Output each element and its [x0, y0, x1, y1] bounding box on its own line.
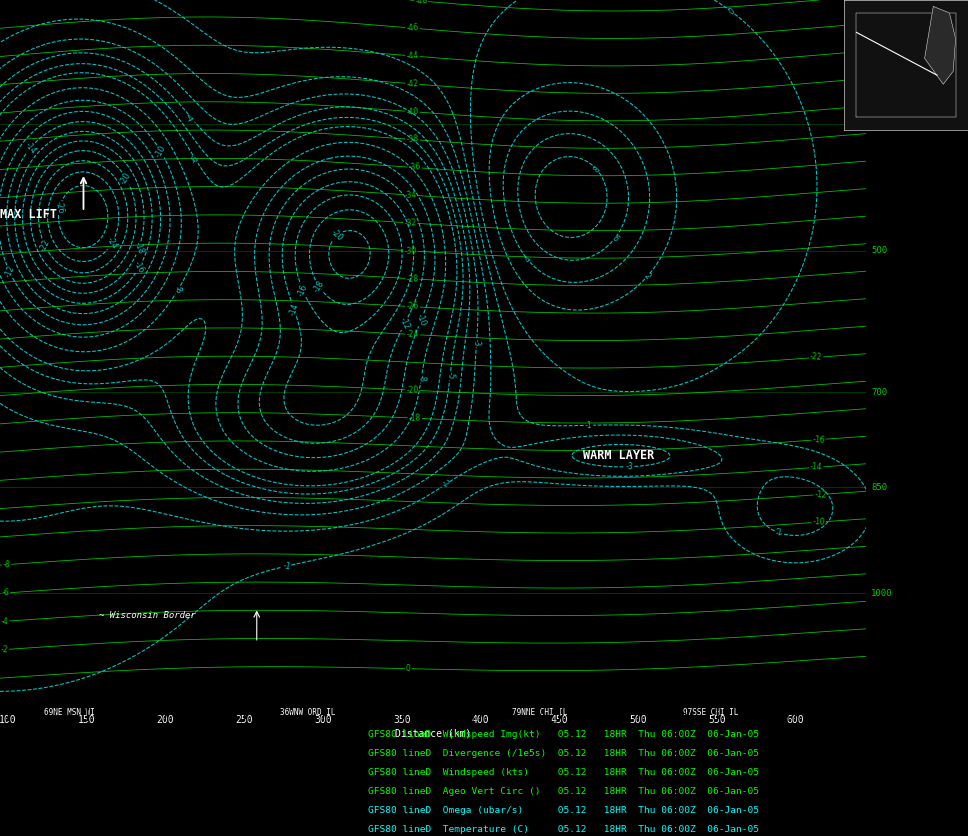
Text: -42: -42 [406, 79, 419, 89]
Text: -34: -34 [404, 190, 417, 200]
Text: -2: -2 [440, 478, 451, 490]
Text: -28: -28 [406, 274, 419, 283]
Text: 500: 500 [871, 247, 888, 255]
Text: -2: -2 [774, 528, 784, 538]
Text: -10: -10 [414, 313, 428, 327]
Text: GFS80 lineD  Temperature (C)     05.12   18HR  Thu 06:00Z  06-Jan-05: GFS80 lineD Temperature (C) 05.12 18HR T… [368, 824, 759, 833]
Text: -12: -12 [398, 316, 411, 331]
Text: 79NNE CHI IL: 79NNE CHI IL [512, 708, 567, 717]
Polygon shape [924, 7, 955, 84]
Text: -2: -2 [0, 645, 9, 655]
Text: -38: -38 [406, 135, 419, 145]
Text: -40: -40 [406, 107, 419, 117]
Text: 2: 2 [643, 272, 652, 281]
Text: -36: -36 [408, 163, 421, 172]
Text: -4: -4 [186, 112, 197, 124]
Text: 36WNW ORD IL: 36WNW ORD IL [280, 708, 335, 717]
Text: -20: -20 [119, 171, 133, 186]
Text: 97SSE CHI IL: 97SSE CHI IL [682, 708, 739, 717]
Text: -6: -6 [190, 154, 201, 165]
Text: -30: -30 [404, 246, 417, 256]
Text: -18: -18 [312, 279, 326, 294]
Text: -32: -32 [404, 218, 417, 228]
Text: 0: 0 [727, 7, 737, 17]
Text: -26: -26 [53, 201, 65, 215]
Text: -22: -22 [39, 238, 51, 253]
Text: -18: -18 [408, 413, 421, 423]
X-axis label: Distance (km): Distance (km) [395, 728, 471, 738]
Text: -3: -3 [625, 462, 634, 472]
Text: 69NE MSN WI: 69NE MSN WI [44, 708, 95, 717]
Text: -3: -3 [471, 339, 481, 347]
Text: -24: -24 [407, 329, 419, 339]
Text: -8: -8 [3, 560, 11, 569]
Text: -12: -12 [3, 264, 16, 279]
Text: -10: -10 [812, 517, 825, 527]
Text: -1: -1 [282, 561, 291, 571]
Text: -18: -18 [133, 241, 145, 255]
Text: -14: -14 [810, 462, 823, 472]
Text: WARM LAYER: WARM LAYER [583, 449, 654, 462]
Text: ~ Wisconsin Border: ~ Wisconsin Border [100, 611, 196, 620]
Text: -24: -24 [105, 236, 119, 251]
Text: -5: -5 [445, 371, 455, 380]
Text: 0: 0 [406, 664, 410, 673]
Text: -8: -8 [416, 374, 426, 382]
Text: -46: -46 [406, 23, 419, 33]
Text: 4: 4 [523, 255, 533, 265]
Text: 400: 400 [871, 119, 888, 128]
Text: -22: -22 [810, 353, 823, 362]
Text: -16: -16 [296, 283, 310, 298]
Text: -14: -14 [287, 302, 300, 317]
Text: 8: 8 [592, 166, 602, 175]
Text: -44: -44 [406, 51, 419, 61]
Text: -26: -26 [407, 302, 419, 312]
Text: -4: -4 [0, 617, 9, 626]
Text: 1000: 1000 [871, 589, 892, 598]
Text: GFS80 lineD  Windspeed Img(kt)   05.12   18HR  Thu 06:00Z  06-Jan-05: GFS80 lineD Windspeed Img(kt) 05.12 18HR… [368, 730, 759, 739]
Text: -48: -48 [414, 0, 428, 6]
Text: -6: -6 [1, 589, 10, 598]
Text: GFS80 lineD  Divergence (/1e5s)  05.12   18HR  Thu 06:00Z  06-Jan-05: GFS80 lineD Divergence (/1e5s) 05.12 18H… [368, 749, 759, 758]
Text: 6: 6 [610, 234, 620, 243]
Text: -1: -1 [585, 421, 592, 430]
Text: GFS80 lineD  Omega (ubar/s)      05.12   18HR  Thu 06:00Z  06-Jan-05: GFS80 lineD Omega (ubar/s) 05.12 18HR Th… [368, 806, 759, 814]
Text: GFS80 lineD  Ageo Vert Circ ()   05.12   18HR  Thu 06:00Z  06-Jan-05: GFS80 lineD Ageo Vert Circ () 05.12 18HR… [368, 787, 759, 796]
Text: -8: -8 [172, 284, 184, 295]
Text: -16: -16 [133, 259, 146, 274]
Text: -14: -14 [23, 140, 38, 155]
Text: -10: -10 [154, 144, 167, 159]
Text: -16: -16 [812, 435, 825, 445]
Text: 850: 850 [871, 483, 888, 492]
Text: 700: 700 [871, 388, 888, 396]
Text: -20: -20 [407, 385, 419, 395]
Text: GFS80 lineD  Windspeed (kts)     05.12   18HR  Thu 06:00Z  06-Jan-05: GFS80 lineD Windspeed (kts) 05.12 18HR T… [368, 767, 759, 777]
Text: -12: -12 [814, 490, 828, 499]
Text: -20: -20 [329, 228, 345, 243]
Text: MAX LIFT: MAX LIFT [0, 208, 57, 222]
